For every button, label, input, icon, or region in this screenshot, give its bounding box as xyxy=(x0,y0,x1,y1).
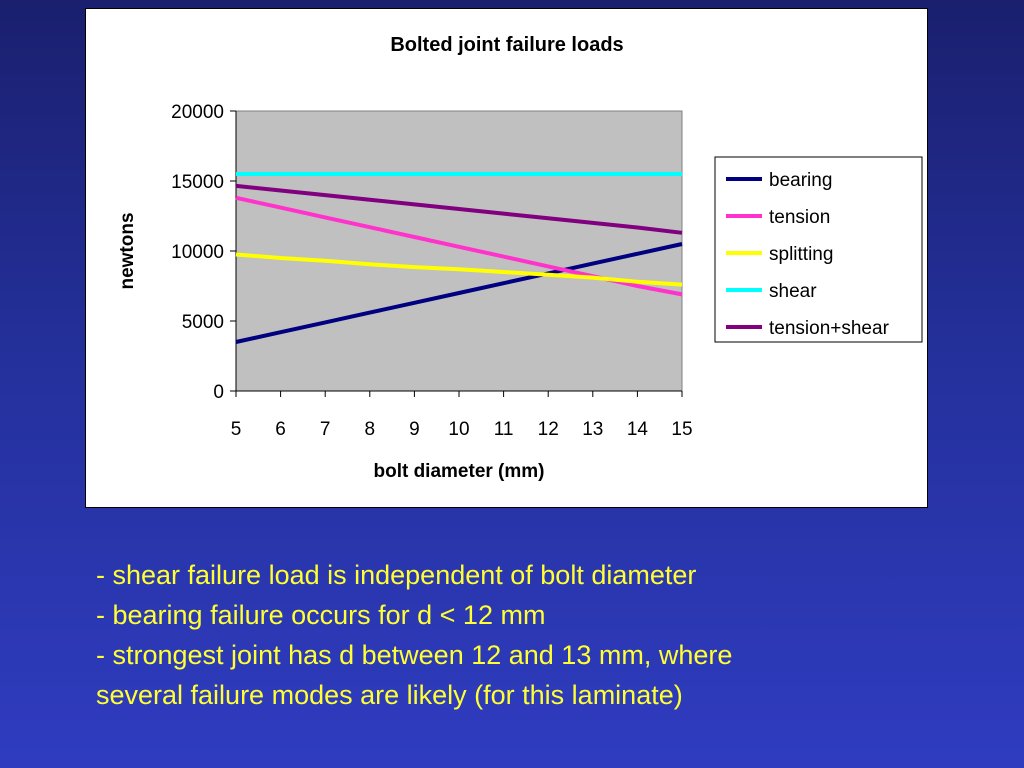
x-tick-label: 6 xyxy=(275,419,286,440)
note-line: - strongest joint has d between 12 and 1… xyxy=(96,640,733,670)
series-line-bearing xyxy=(235,242,683,344)
x-tick-label: 15 xyxy=(671,419,692,440)
x-tick-label: 14 xyxy=(627,419,649,440)
legend-box xyxy=(714,156,923,343)
x-axis: 5 6 7 8 9 10 11 12 13 14 15 xyxy=(231,390,693,440)
x-tick-label: 7 xyxy=(320,419,331,440)
notes: - shear failure load is independent of b… xyxy=(96,555,976,715)
line-chart: Bolted joint failure loads 0500010000150… xyxy=(117,34,923,482)
x-tick-label: 13 xyxy=(582,419,603,440)
x-axis-label: bolt diameter (mm) xyxy=(373,461,544,482)
note-line: several failure modes are likely (for th… xyxy=(96,680,683,710)
x-tick-label: 10 xyxy=(448,419,469,440)
series-line-tension-shear xyxy=(235,183,683,235)
x-tick-label: 5 xyxy=(231,419,242,440)
legend: bearing tension splitting shear tension+shea… xyxy=(714,156,923,343)
y-tick-label: 5000 xyxy=(182,312,224,333)
chart-frame: Bolted joint failure loads 0 5000 10000 150… xyxy=(85,8,928,508)
x-tick-label: 12 xyxy=(538,419,559,440)
series-line-splitting xyxy=(235,252,683,287)
y-tick-label: 15000 xyxy=(171,172,224,193)
x-tick-label: 11 xyxy=(494,419,514,440)
note-line: - bearing failure occurs for d < 12 mm xyxy=(96,600,546,630)
y-axis-label: newtons xyxy=(117,212,138,289)
x-tick-label: 9 xyxy=(409,419,420,440)
note-line: - shear failure load is independent of b… xyxy=(96,560,697,590)
legend-label: bearing xyxy=(769,170,832,191)
y-tick-label: 20000 xyxy=(171,102,224,123)
y-tick-label: 10000 xyxy=(171,242,224,263)
legend-items: bearing tension splitting shear tension+shea… xyxy=(726,170,890,339)
y-tick-label: 0 xyxy=(213,382,224,403)
chart-title: Bolted joint failure loads xyxy=(390,34,623,56)
series-layer xyxy=(235,172,683,344)
plot-area xyxy=(235,110,683,392)
legend-label: tension xyxy=(769,207,830,228)
x-tick-label: 8 xyxy=(365,419,376,440)
y-axis: 0 5000 10000 15000 20000 xyxy=(171,102,237,403)
legend-label: shear xyxy=(769,281,817,302)
legend-label: tension+shear xyxy=(769,318,890,339)
legend-label: splitting xyxy=(769,244,833,265)
